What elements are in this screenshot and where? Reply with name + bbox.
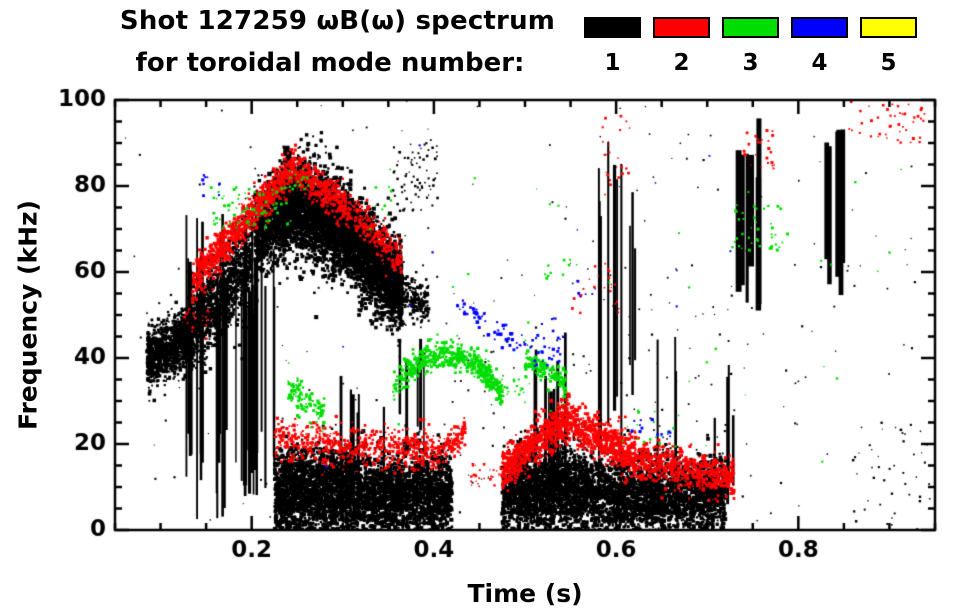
legend-label-3: 3 [742, 50, 759, 76]
x-axis-label: Time (s) [467, 579, 583, 608]
legend-label-4: 4 [811, 50, 828, 76]
legend-label-5: 5 [880, 50, 897, 76]
legend-swatch-5 [860, 17, 917, 38]
legend-label-1: 1 [604, 50, 621, 76]
mode-number-legend: 1 2 3 4 5 [584, 50, 917, 76]
mode-color-legend [584, 17, 917, 38]
y-axis-label: Frequency (kHz) [13, 200, 43, 430]
chart-subtitle: for toroidal mode number: [135, 48, 525, 78]
legend-swatch-1 [584, 17, 641, 38]
legend-swatch-4 [791, 17, 848, 38]
legend-label-2: 2 [673, 50, 690, 76]
chart-title: Shot 127259 ωB(ω) spectrum [119, 6, 556, 36]
legend-swatch-3 [722, 17, 779, 38]
legend-swatch-2 [653, 17, 710, 38]
